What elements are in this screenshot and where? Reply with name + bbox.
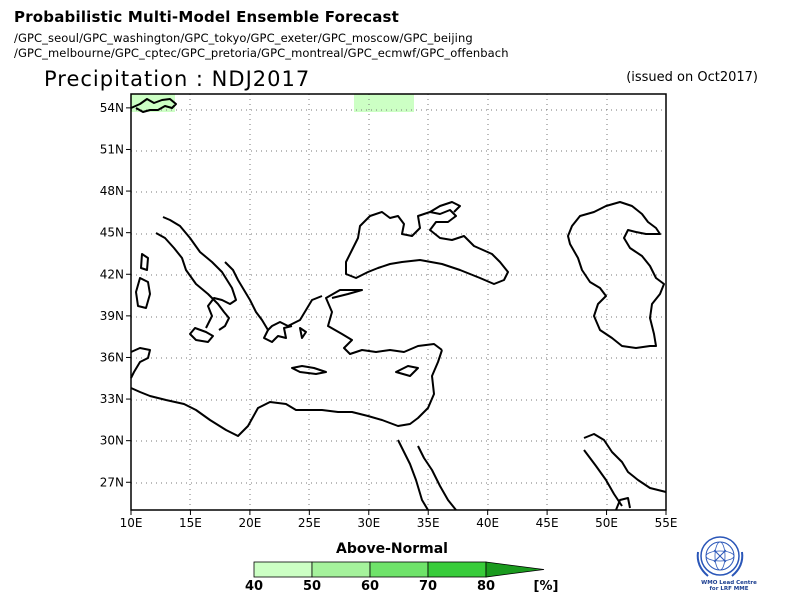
legend-swatch xyxy=(311,561,371,578)
latitude-ticks: 54N 51N 48N 45N 42N 39N 36N 33N 30N 27N xyxy=(100,101,131,489)
legend-swatch xyxy=(253,561,313,578)
variable-season-title: Precipitation : NDJ2017 xyxy=(44,67,311,91)
map-frame xyxy=(130,93,667,511)
legend-swatch xyxy=(369,561,429,578)
lon-tick-label: 10E xyxy=(120,516,143,530)
contributing-centres-line-1: /GPC_seoul/GPC_washington/GPC_tokyo/GPC_… xyxy=(14,31,473,45)
legend-title: Above-Normal xyxy=(336,541,448,557)
legend-label: 60 xyxy=(361,579,379,594)
lon-tick-label: 35E xyxy=(417,516,440,530)
map-gridlines xyxy=(131,94,666,510)
lat-tick-label: 30N xyxy=(100,434,124,448)
legend-swatch xyxy=(427,561,487,578)
lon-tick-label: 50E xyxy=(595,516,618,530)
lon-tick-label: 25E xyxy=(298,516,321,530)
shaded-area-north-central xyxy=(354,94,414,112)
chart-title: Probabilistic Multi-Model Ensemble Forec… xyxy=(14,8,400,26)
lat-tick-label: 39N xyxy=(100,309,124,323)
lon-tick-label: 30E xyxy=(357,516,380,530)
legend-arrow xyxy=(485,561,545,578)
lat-tick-label: 51N xyxy=(100,142,124,156)
legend-unit: [%] xyxy=(534,579,559,594)
contributing-centres-line-2: /GPC_melbourne/GPC_cptec/GPC_pretoria/GP… xyxy=(14,46,509,60)
lat-tick-label: 45N xyxy=(100,226,124,240)
legend-label: 70 xyxy=(419,579,437,594)
legend-label: 80 xyxy=(477,579,495,594)
legend-label: 50 xyxy=(303,579,321,594)
lon-tick-label: 15E xyxy=(179,516,202,530)
legend-label: 40 xyxy=(245,579,263,594)
lat-tick-label: 54N xyxy=(100,101,124,115)
coastlines xyxy=(130,98,667,511)
lat-tick-label: 36N xyxy=(100,350,124,364)
legend-colorbar: 40 50 60 70 80 [%] xyxy=(245,561,559,594)
issue-date: (issued on Oct2017) xyxy=(626,70,758,85)
lon-tick-label: 45E xyxy=(536,516,559,530)
lon-tick-label: 40E xyxy=(476,516,499,530)
lat-tick-label: 33N xyxy=(100,392,124,406)
wmo-emblem-icon xyxy=(696,536,744,577)
lat-tick-label: 27N xyxy=(100,475,124,489)
wmo-lead-centre-label: WMO Lead Centre for LRF MME xyxy=(701,580,757,592)
lat-tick-label: 48N xyxy=(100,184,124,198)
lon-tick-label: 55E xyxy=(655,516,678,530)
lat-tick-label: 42N xyxy=(100,267,124,281)
longitude-ticks: 10E 15E 20E 25E 30E 35E 40E 45E 50E 55E xyxy=(120,510,678,530)
lon-tick-label: 20E xyxy=(238,516,261,530)
